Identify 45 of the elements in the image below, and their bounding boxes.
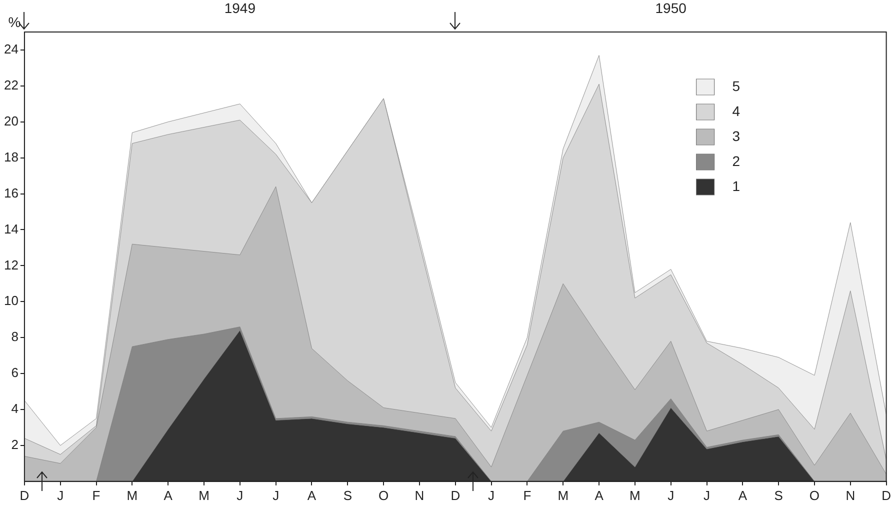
y-tick-label: 10: [4, 293, 18, 308]
x-tick-label: A: [164, 488, 173, 503]
y-tick-label: 20: [4, 113, 18, 128]
y-tick-label: 4: [11, 401, 18, 416]
x-tick-label: A: [594, 488, 604, 503]
x-tick-label: M: [198, 488, 210, 503]
x-tick-label: O: [809, 488, 820, 503]
y-tick-label: 18: [4, 149, 18, 164]
x-tick-label: A: [307, 488, 316, 503]
x-tick-label: M: [630, 488, 640, 503]
text: 1950: [655, 0, 687, 16]
x-tick-label: O: [378, 488, 389, 503]
y-tick-label: 12: [4, 257, 18, 272]
x-tick-label: J: [704, 488, 710, 503]
legend-label: 1: [732, 178, 740, 194]
y-tick-label: 2: [11, 437, 18, 452]
x-tick-label: M: [558, 488, 569, 503]
y-tick-label: 6: [11, 365, 18, 380]
x-tick-label: A: [738, 488, 748, 503]
legend-label: 2: [732, 152, 740, 169]
y-axis-title: %: [8, 14, 21, 30]
x-tick-label: F: [92, 488, 100, 503]
x-tick-label: J: [668, 488, 674, 503]
legend-label: 4: [732, 102, 740, 119]
x-tick-label: M: [126, 488, 138, 503]
text: 1949: [224, 0, 256, 16]
x-tick-label: F: [523, 488, 532, 503]
x-tick-label: J: [57, 488, 64, 503]
x-tick-label: S: [774, 488, 784, 503]
y-tick-label: 24: [4, 42, 18, 57]
legend-label: 3: [732, 128, 740, 144]
x-tick-label: D: [20, 488, 30, 503]
x-tick-label: N: [846, 488, 856, 503]
x-tick-label: J: [236, 488, 244, 503]
y-tick-label: 16: [4, 185, 18, 200]
x-tick-label: S: [343, 488, 352, 503]
legend-label: 5: [732, 78, 740, 94]
y-tick-label: 8: [11, 329, 18, 344]
y-tick-label: 22: [4, 78, 18, 93]
y-tick-label: 14: [4, 221, 18, 236]
x-tick-label: J: [488, 488, 495, 503]
x-tick-label: D: [450, 488, 460, 503]
x-tick-label: D: [882, 488, 891, 503]
x-tick-label: J: [272, 488, 280, 503]
x-tick-label: N: [414, 488, 424, 503]
